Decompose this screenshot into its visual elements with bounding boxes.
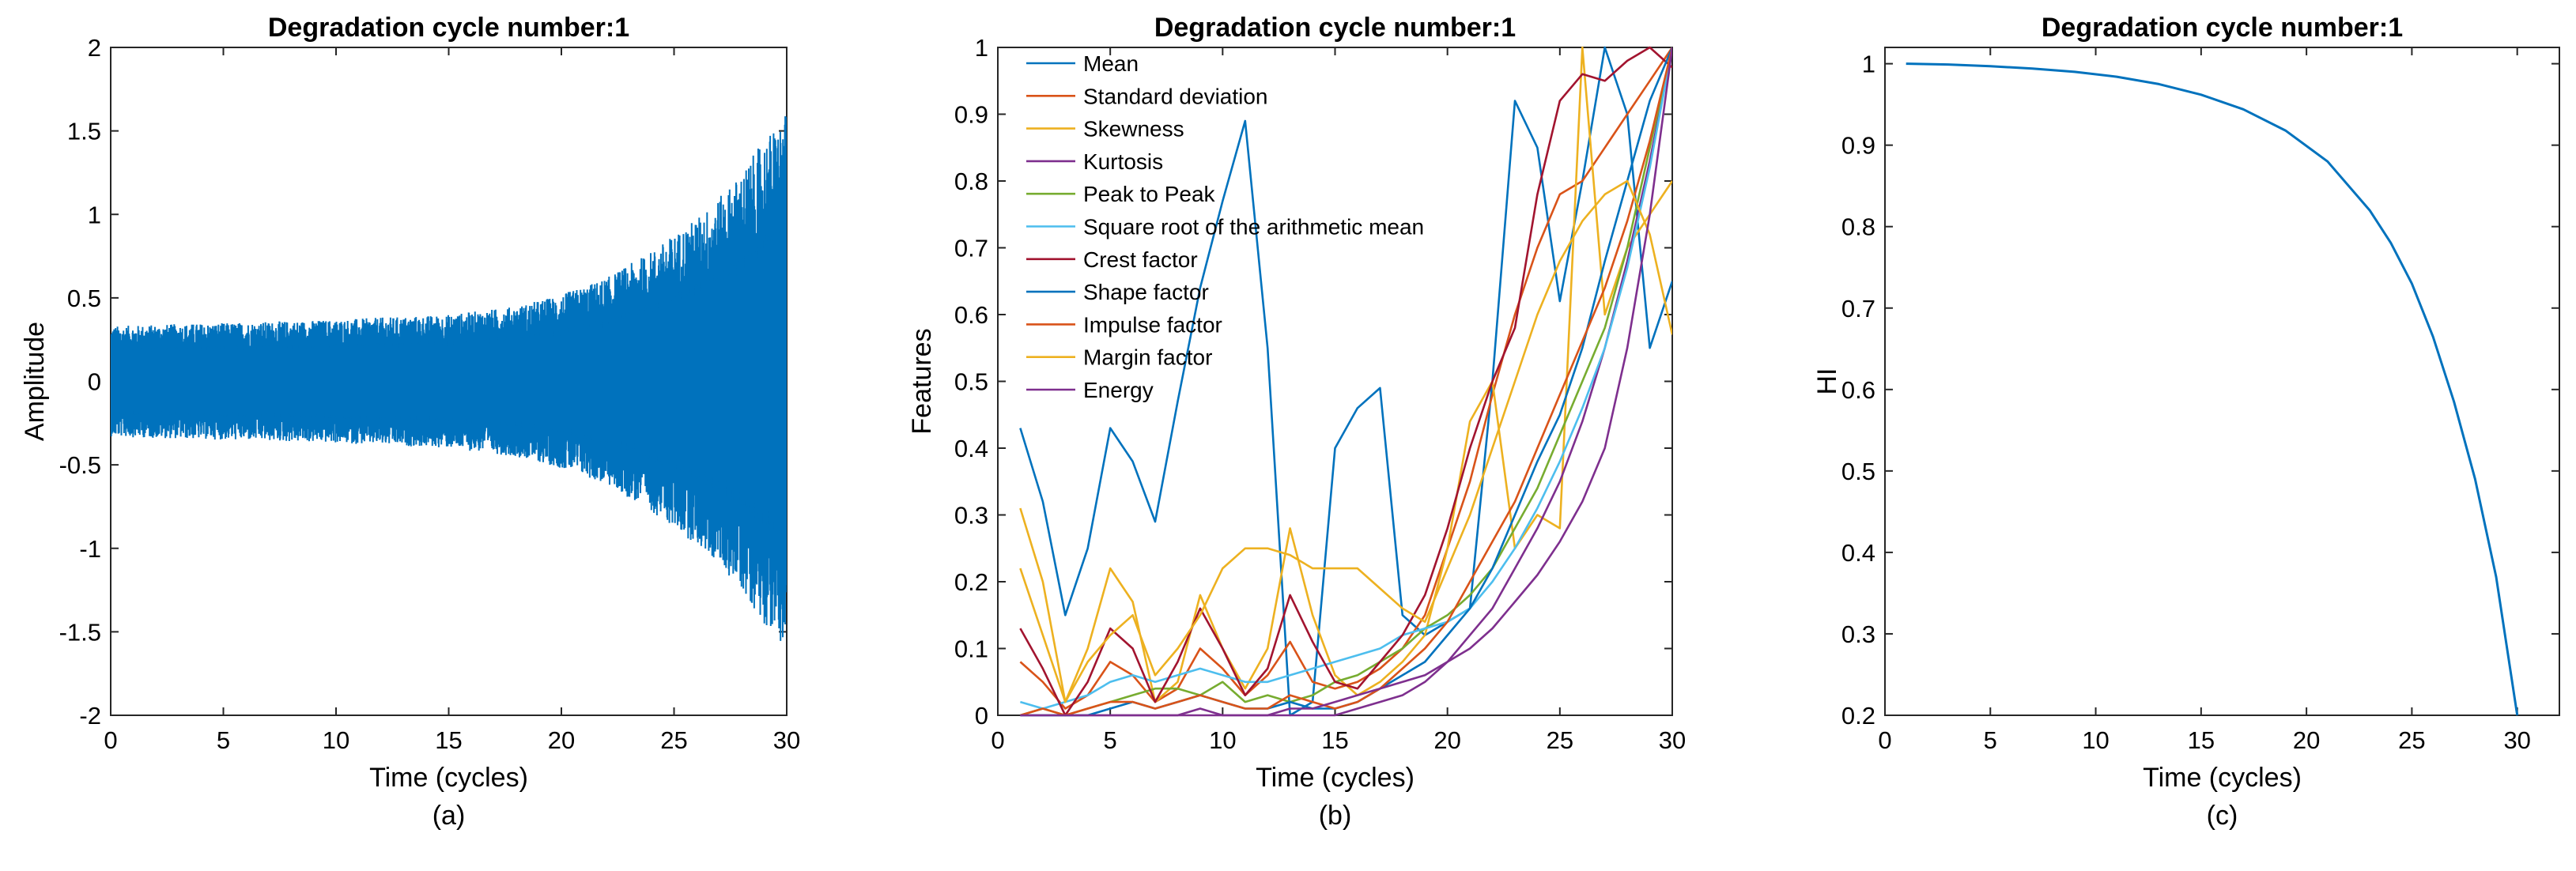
y-tick-label: 0.3 (1841, 620, 1875, 648)
y-tick-label: 0.8 (954, 168, 988, 195)
y-tick-label: 1 (975, 34, 988, 62)
x-tick-label: 10 (2082, 726, 2109, 754)
y-tick-label: -0.5 (59, 451, 101, 479)
x-tick-label: 25 (1547, 726, 1573, 754)
series-group (111, 116, 787, 641)
hi-line (1906, 62, 2519, 716)
y-tick-label: 0.8 (1841, 213, 1875, 241)
y-tick-label: 0.7 (1841, 295, 1875, 322)
y-tick-label: 0.9 (954, 101, 988, 129)
series-line-10 (1020, 47, 1672, 717)
y-tick-label: 2 (88, 34, 101, 62)
legend-label: Shape factor (1083, 280, 1209, 304)
panel-1: 0 5 10 15 20 25 30 -2 -1.5 -1 -0.5 0 0.5 1 1.5 2 Degrada… (20, 13, 800, 831)
plot-area (997, 47, 1673, 716)
y-axis-label: Features (907, 328, 937, 434)
signal-line (111, 116, 787, 641)
x-tick-label: 0 (991, 726, 1004, 754)
legend-label: Square root of the arithmetic mean (1083, 215, 1424, 239)
panel-label: (a) (432, 801, 466, 831)
x-tick-label: 0 (1878, 726, 1891, 754)
series-group (1906, 62, 2519, 716)
y-tick-label: 0.5 (1841, 458, 1875, 485)
series-line-9 (1019, 179, 1672, 703)
y-tick-label: 0.5 (67, 285, 101, 312)
y-tick-label: 0.4 (954, 435, 988, 462)
series-group (1019, 46, 1672, 717)
y-tick-label: 0.1 (954, 635, 988, 663)
y-tick-label: 0.2 (954, 568, 988, 596)
x-tick-label: 25 (2398, 726, 2425, 754)
x-tick-label: 30 (2503, 726, 2530, 754)
x-tick-label: 20 (1433, 726, 1460, 754)
y-tick-label: 0.6 (1841, 376, 1875, 404)
x-tick-label: 30 (773, 726, 800, 754)
y-tick-label: 1 (88, 201, 101, 228)
legend-label: Kurtosis (1083, 149, 1163, 174)
x-tick-label: 0 (104, 726, 117, 754)
y-tick-label: 0.3 (954, 502, 988, 530)
panel-label: (b) (1319, 801, 1352, 831)
x-tick-label: 20 (548, 726, 575, 754)
series-line-8 (1020, 47, 1672, 717)
chart-title: Degradation cycle number:1 (1154, 13, 1516, 43)
series-line-4 (1020, 47, 1672, 717)
plot-area (1884, 47, 2560, 716)
series-line-6 (1019, 46, 1672, 717)
x-tick-label: 15 (1321, 726, 1348, 754)
x-tick-label: 5 (217, 726, 230, 754)
x-tick-label: 10 (1209, 726, 1236, 754)
legend: Mean Standard deviation Skewness Kurtosis Pe… (1026, 51, 1424, 402)
y-tick-label: 0.2 (1841, 702, 1875, 730)
x-tick-label: 25 (660, 726, 687, 754)
y-tick-label: 0 (88, 368, 101, 396)
x-axis-label: Time (cycles) (369, 763, 528, 793)
x-tick-label: 5 (1984, 726, 1997, 754)
series-line-5 (1020, 47, 1672, 710)
x-tick-label: 30 (1659, 726, 1686, 754)
y-tick-label: 1.5 (67, 118, 101, 145)
signal-fill-line (111, 222, 787, 539)
legend-label: Crest factor (1083, 247, 1198, 272)
legend-label: Peak to Peak (1083, 182, 1216, 206)
y-tick-label: 0.9 (1841, 132, 1875, 160)
panel-2: 0 5 10 15 20 25 30 0 0.1 0.2 0.3 0.4 0.5 0.6 0.7 0.8 0.9… (907, 13, 1686, 831)
y-axis-label: Amplitude (20, 322, 50, 441)
y-tick-label: 0.6 (954, 301, 988, 329)
y-tick-label: 0 (975, 702, 988, 730)
y-tick-label: -1 (79, 535, 101, 563)
legend-label: Skewness (1083, 117, 1184, 141)
y-tick-label: 1 (1862, 51, 1875, 78)
y-tick-label: -1.5 (59, 618, 101, 646)
x-tick-label: 15 (435, 726, 462, 754)
x-axis-label: Time (cycles) (2143, 763, 2302, 793)
panel-3: 0 5 10 15 20 25 30 0.2 0.3 0.4 0.5 0.6 0.7 0.8 0.9 1 Deg… (1812, 13, 2560, 831)
x-tick-label: 5 (1104, 726, 1117, 754)
legend-label: Mean (1083, 51, 1139, 76)
legend-label: Impulse factor (1083, 312, 1222, 337)
legend-label: Margin factor (1083, 345, 1212, 370)
legend-label: Energy (1083, 378, 1154, 402)
panel-label: (c) (2207, 801, 2238, 831)
chart-title: Degradation cycle number:1 (2042, 13, 2403, 43)
y-tick-label: 0.4 (1841, 539, 1875, 567)
x-tick-label: 10 (323, 726, 349, 754)
series-line-0 (1019, 46, 1672, 717)
y-tick-label: 0.7 (954, 235, 988, 262)
y-axis-label: HI (1812, 368, 1842, 395)
x-tick-label: 20 (2293, 726, 2320, 754)
x-tick-label: 15 (2188, 726, 2215, 754)
chart-title: Degradation cycle number:1 (268, 13, 629, 43)
y-tick-label: -2 (79, 702, 101, 730)
x-axis-label: Time (cycles) (1256, 763, 1415, 793)
y-tick-label: 0.5 (954, 368, 988, 396)
legend-label: Standard deviation (1083, 84, 1268, 108)
